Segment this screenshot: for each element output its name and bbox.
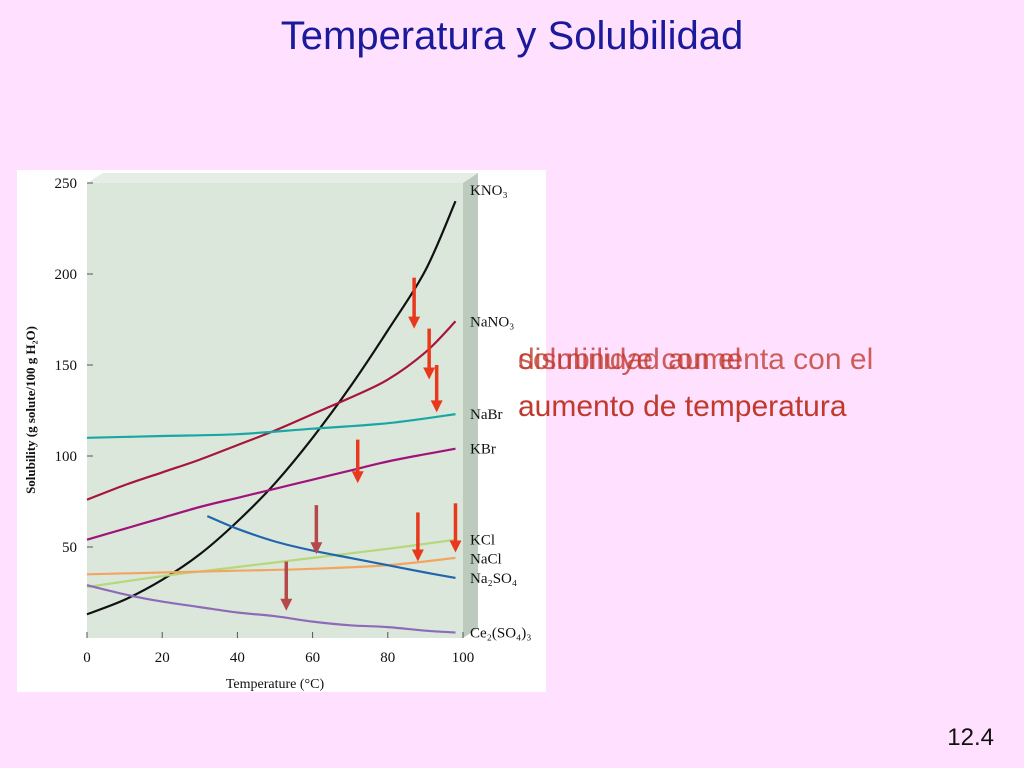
y-tick-label: 50 [62, 540, 77, 556]
slide-number: 12.4 [947, 724, 994, 751]
overlay-text-decrease: disminuye con el [518, 343, 742, 376]
series-line-ceso [86, 584, 456, 634]
series-line-nabr [86, 413, 456, 439]
arrow-na2so4 [310, 505, 323, 555]
label-layer: KNO₃ NaNO₃ NaBr KBr KCl NaCl Na₂SO₄ Ce₂(SO₄)₃ [470, 183, 532, 642]
series-line-kno [86, 200, 457, 616]
series-line-nacl [86, 556, 456, 576]
y-tick-label: 200 [55, 267, 78, 283]
x-tick-label: 100 [452, 650, 475, 666]
arrow-knno3 [408, 277, 421, 329]
legend-label: KNO₃ [470, 183, 508, 199]
legend-label: Ce₂(SO₄)₃ [470, 626, 532, 642]
arrow-nano3 [423, 328, 436, 380]
arrow-layer [280, 277, 462, 611]
x-tick-label: 20 [155, 650, 170, 666]
overlay-text-increase: solubilidad aumenta con el [518, 343, 874, 376]
y-tick-label: 150 [55, 358, 78, 374]
arrow-kbr [351, 439, 364, 484]
x-tick-label: 0 [83, 650, 91, 666]
x-axis-label: Temperature (°C) [226, 677, 325, 692]
y-tick-label: 100 [55, 449, 78, 465]
series-line-kbr [86, 447, 456, 541]
plot-top-face [87, 173, 478, 183]
arrow-ce2so43 [280, 561, 293, 611]
legend-label: KCl [470, 533, 495, 549]
x-tick-label: 80 [380, 650, 395, 666]
arrow-kcl [449, 503, 462, 553]
legend-label: NaBr [470, 407, 503, 423]
arrow-nacl [411, 512, 424, 562]
series-line-kcl [86, 538, 456, 589]
series-line-nano [86, 320, 457, 501]
series-line-naso [206, 515, 456, 579]
plot-right-face [463, 173, 478, 638]
series-layer [86, 200, 457, 634]
legend-label: KBr [470, 442, 496, 458]
x-tick-label: 40 [230, 650, 245, 666]
arrow-nabr [430, 365, 443, 413]
slide-title: Temperatura y Solubilidad [280, 14, 744, 58]
x-tick-label: 60 [305, 650, 320, 666]
legend-label: NaCl [470, 552, 502, 568]
overlay-text-temperature: aumento de temperatura [518, 390, 847, 423]
axis-ticks: 0 20 40 60 80 100 50 100 150 200 250 [55, 176, 475, 666]
legend-label: NaNO₃ [470, 314, 514, 330]
chart-svg: 0 20 40 60 80 100 50 100 150 200 250 KNO₃ NaNO₃ NaBr… [23, 173, 532, 692]
y-tick-label: 250 [55, 176, 78, 192]
solubility-chart: 0 20 40 60 80 100 50 100 150 200 250 KNO₃ NaNO₃ NaBr… [17, 170, 546, 692]
y-axis-label: Solubility (g solute/100 g H₂O) [23, 326, 38, 494]
legend-label: Na₂SO₄ [470, 571, 517, 587]
